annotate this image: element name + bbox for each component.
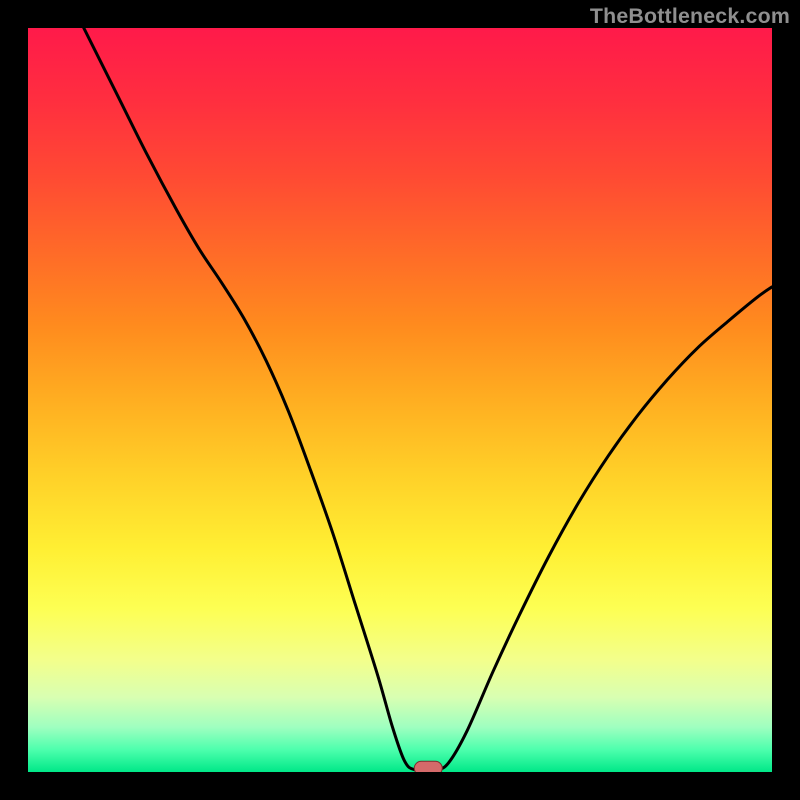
bottleneck-chart (0, 0, 800, 800)
plot-area (28, 28, 772, 775)
watermark-label: TheBottleneck.com (590, 4, 790, 29)
chart-stage: TheBottleneck.com (0, 0, 800, 800)
